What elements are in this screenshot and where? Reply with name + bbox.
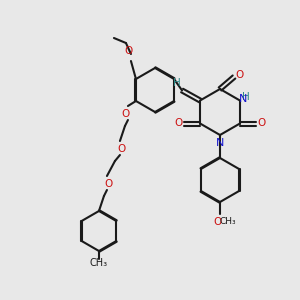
Text: O: O (174, 118, 182, 128)
Text: O: O (105, 179, 113, 189)
Text: O: O (258, 118, 266, 128)
Text: H: H (242, 92, 250, 101)
Text: N: N (216, 138, 224, 148)
Text: O: O (214, 217, 222, 227)
Text: O: O (118, 144, 126, 154)
Text: O: O (122, 109, 130, 119)
Text: H: H (173, 77, 181, 88)
Text: CH₃: CH₃ (220, 218, 236, 226)
Text: N: N (239, 94, 247, 103)
Text: O: O (235, 70, 243, 80)
Text: CH₃: CH₃ (90, 258, 108, 268)
Text: O: O (125, 46, 133, 56)
